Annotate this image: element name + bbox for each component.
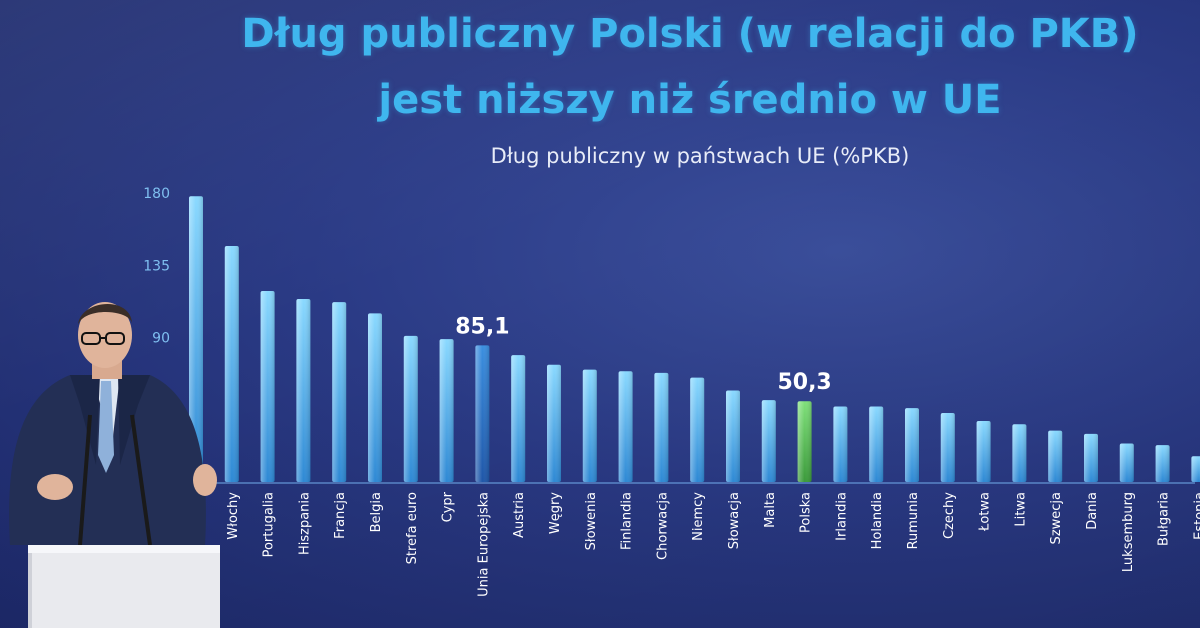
bar-shading — [439, 339, 454, 482]
category-label: Słowenia — [584, 492, 599, 550]
bar-shading — [976, 420, 991, 482]
y-tick-label: 180 — [143, 186, 170, 202]
y-tick-label: 135 — [143, 258, 170, 274]
category-label: Portugalia — [262, 492, 277, 557]
category-label: Strefa euro — [405, 492, 420, 564]
category-label: Irlandia — [834, 492, 849, 541]
category-label: Dania — [1085, 492, 1100, 530]
bar-shading — [940, 412, 955, 482]
bar-shading — [761, 400, 776, 482]
category-label: Hiszpania — [297, 492, 312, 555]
slide-title-line-2: jest niższy niż średnio w UE — [378, 77, 1002, 123]
category-label: Francja — [333, 492, 348, 539]
category-label: Cypr — [441, 491, 456, 522]
bar-shading — [726, 390, 740, 482]
bar-shading — [797, 401, 812, 482]
category-label: Litwa — [1013, 492, 1028, 527]
bar-shading — [403, 335, 418, 482]
category-label: Polska — [799, 492, 814, 533]
bar-shading — [869, 406, 884, 482]
category-label: Malta — [763, 492, 778, 528]
bar-shading — [1012, 424, 1027, 482]
category-label: Chorwacja — [655, 492, 670, 560]
bar-shading — [1048, 430, 1063, 482]
category-label: Czechy — [942, 492, 957, 539]
category-label: Słowacja — [727, 492, 742, 549]
bar-shading — [511, 355, 526, 482]
slide-title-line-1: Dług publiczny Polski (w relacji do PKB) — [241, 11, 1139, 57]
bar-shading — [1155, 445, 1170, 482]
category-label: Szwecja — [1049, 492, 1064, 544]
value-annotation: 85,1 — [455, 314, 509, 339]
category-label: Węgry — [548, 492, 563, 534]
category-label: Łotwa — [978, 492, 993, 532]
category-label: Estonia — [1192, 492, 1200, 540]
category-label: Holandia — [870, 492, 885, 549]
bar-shading — [1191, 456, 1200, 482]
bar-shading — [332, 302, 347, 482]
y-tick-label: 90 — [152, 331, 170, 347]
bar-shading — [690, 377, 705, 482]
bar-shading — [296, 298, 311, 482]
bar-shading — [1084, 433, 1098, 482]
category-label: Rumunia — [906, 492, 921, 549]
bar-shading — [654, 372, 669, 482]
value-annotation: 50,3 — [777, 370, 831, 395]
bar-shading — [618, 371, 633, 482]
category-label: Belgia — [369, 492, 384, 532]
bar-shading — [260, 290, 275, 482]
bar-shading — [1119, 443, 1134, 482]
bar-shading — [189, 196, 203, 482]
category-label: Luksemburg — [1121, 492, 1136, 572]
bar-shading — [224, 245, 239, 482]
category-label: Niemcy — [691, 492, 706, 541]
bar-shading — [905, 408, 919, 482]
bar-shading — [547, 364, 561, 482]
category-label: Unia Europejska — [476, 492, 491, 597]
bar-shading — [833, 406, 848, 482]
category-label: Bułgaria — [1157, 492, 1172, 546]
bar-shading — [582, 369, 597, 482]
chart-subtitle: Dług publiczny w państwach UE (%PKB) — [490, 144, 910, 168]
category-label: Austria — [512, 492, 527, 538]
category-label: Włochy — [226, 492, 241, 540]
category-label: Finlandia — [620, 492, 635, 550]
bar-shading — [475, 345, 490, 482]
speaker-at-podium — [9, 302, 220, 628]
bar-shading — [368, 313, 382, 482]
